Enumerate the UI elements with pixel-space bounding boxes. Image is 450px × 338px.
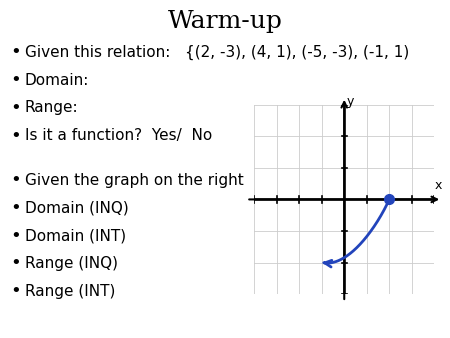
Text: Warm-up: Warm-up [167,10,283,33]
Text: •: • [10,226,21,245]
Text: Given the graph on the right: Given the graph on the right [25,173,243,188]
Text: •: • [10,282,21,300]
Text: •: • [10,199,21,217]
Text: •: • [10,99,21,117]
Text: Domain (INQ): Domain (INQ) [25,200,129,215]
Text: •: • [10,43,21,62]
Text: Range:: Range: [25,100,78,115]
Text: Range (INT): Range (INT) [25,284,115,298]
Text: •: • [10,171,21,189]
Text: y: y [347,95,354,108]
Text: •: • [10,71,21,89]
Text: Range (INQ): Range (INQ) [25,256,118,271]
Text: •: • [10,126,21,145]
Text: x: x [435,179,442,192]
Text: •: • [10,254,21,272]
Text: Given this relation:   {(2, -3), (4, 1), (-5, -3), (-1, 1): Given this relation: {(2, -3), (4, 1), (… [25,45,409,60]
Text: Domain (INT): Domain (INT) [25,228,126,243]
Text: Is it a function?  Yes/  No: Is it a function? Yes/ No [25,128,212,143]
Text: Domain:: Domain: [25,73,89,88]
